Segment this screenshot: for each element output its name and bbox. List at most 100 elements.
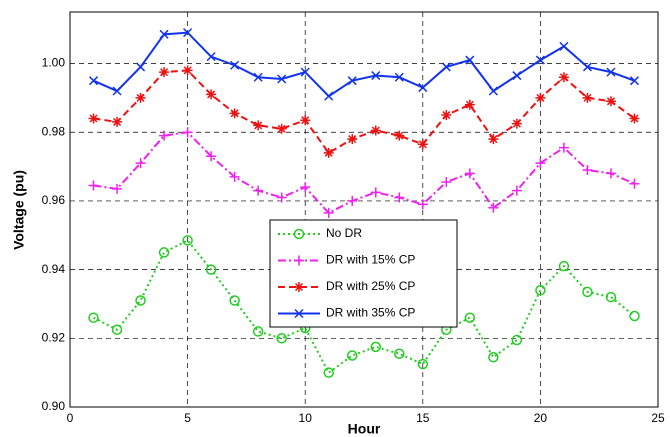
marker	[88, 312, 99, 323]
marker	[182, 235, 193, 246]
marker	[229, 108, 240, 119]
marker	[394, 72, 404, 82]
marker	[88, 113, 99, 124]
marker	[605, 96, 616, 107]
marker	[464, 168, 475, 179]
marker	[629, 76, 640, 86]
marker	[159, 29, 169, 39]
marker	[582, 286, 593, 298]
marker	[441, 110, 452, 121]
y-axis-label: Voltage (pu)	[11, 170, 27, 250]
marker	[464, 312, 476, 323]
marker	[417, 358, 429, 370]
legend-marker	[293, 228, 305, 240]
marker	[112, 86, 122, 96]
marker	[323, 147, 334, 158]
marker	[535, 92, 546, 103]
marker	[346, 350, 358, 361]
marker	[300, 182, 311, 193]
marker	[159, 67, 170, 78]
marker	[135, 158, 146, 169]
marker	[253, 185, 264, 196]
marker	[230, 60, 240, 70]
legend-marker	[294, 282, 304, 292]
x-axis-label: Hour	[348, 421, 381, 437]
marker	[370, 125, 381, 136]
marker	[441, 177, 452, 188]
y-tick-label: 0.90	[42, 399, 66, 413]
marker	[276, 192, 287, 203]
marker	[605, 291, 617, 303]
x-tick-label: 20	[534, 411, 548, 425]
marker	[88, 76, 99, 86]
marker	[605, 168, 616, 179]
marker	[253, 72, 263, 82]
x-tick-label: 0	[67, 411, 74, 425]
x-tick-label: 5	[184, 411, 191, 425]
marker	[277, 74, 287, 84]
series-line	[93, 239, 636, 375]
marker	[182, 127, 193, 138]
series-line	[93, 31, 635, 98]
marker	[347, 76, 357, 86]
marker	[394, 130, 405, 141]
marker	[488, 134, 499, 145]
marker	[229, 171, 240, 182]
marker	[535, 158, 546, 169]
marker	[182, 65, 193, 76]
marker	[417, 199, 428, 210]
marker	[488, 351, 499, 363]
marker	[324, 91, 334, 101]
marker	[558, 142, 569, 153]
x-tick-label: 10	[299, 411, 313, 425]
marker	[582, 92, 593, 103]
marker	[370, 187, 381, 198]
marker	[418, 83, 428, 93]
y-tick-label: 0.92	[42, 330, 66, 344]
marker	[488, 202, 499, 213]
marker	[629, 310, 640, 322]
legend-label: No DR	[326, 226, 362, 240]
marker	[535, 284, 546, 296]
marker	[323, 367, 334, 378]
marker	[276, 123, 287, 134]
marker	[347, 195, 358, 206]
marker	[323, 207, 334, 218]
marker	[206, 89, 217, 100]
x-tick-label: 25	[651, 411, 665, 425]
legend-marker	[294, 308, 304, 319]
marker	[206, 52, 216, 62]
marker	[464, 99, 475, 110]
marker	[300, 115, 311, 126]
marker	[112, 183, 123, 194]
marker	[252, 326, 264, 337]
marker	[183, 28, 193, 38]
marker	[394, 192, 405, 203]
marker	[158, 247, 170, 258]
marker	[629, 178, 640, 189]
marker	[205, 264, 217, 275]
legend-label: DR with 15% CP	[326, 253, 415, 267]
marker	[135, 295, 146, 306]
marker	[300, 67, 310, 77]
y-tick-label: 0.98	[42, 124, 66, 138]
marker	[535, 55, 545, 65]
legend-label: DR with 35% CP	[326, 306, 415, 320]
marker	[253, 120, 264, 131]
marker	[112, 116, 123, 127]
marker	[417, 139, 428, 150]
marker	[135, 92, 146, 103]
marker	[582, 165, 593, 175]
legend-marker	[294, 255, 304, 266]
marker	[88, 180, 99, 191]
y-tick-label: 0.96	[42, 193, 66, 207]
plot-area	[69, 11, 659, 408]
marker	[111, 324, 123, 335]
marker	[511, 334, 523, 346]
marker	[229, 295, 240, 306]
marker	[512, 71, 522, 81]
marker	[582, 62, 592, 72]
marker	[371, 71, 381, 81]
marker	[206, 151, 217, 162]
